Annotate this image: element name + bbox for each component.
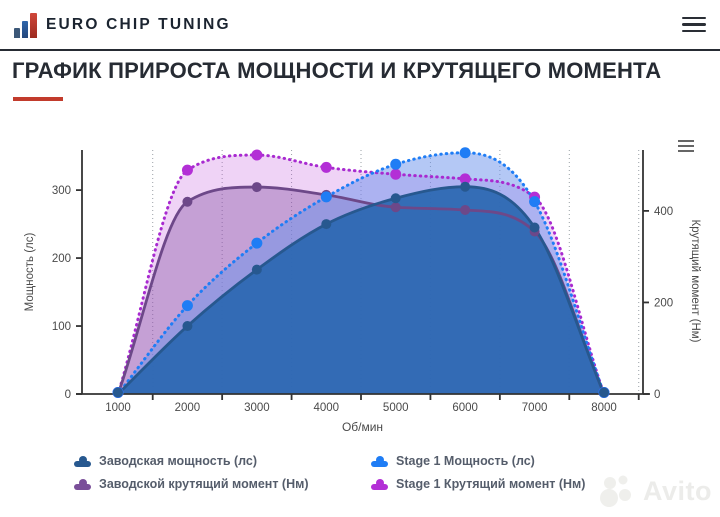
- stock-power-data-point[interactable]: [390, 193, 401, 204]
- stock-power-data-point[interactable]: [251, 264, 262, 275]
- chart-menu-icon[interactable]: [678, 140, 694, 152]
- legend-label: Заводская мощность (лс): [99, 454, 258, 468]
- stage1-power-data-point[interactable]: [251, 237, 263, 249]
- stock-torque-legend-marker-icon: [74, 478, 91, 490]
- stage1-torque-data-point[interactable]: [181, 164, 193, 176]
- right-axis-title: Крутящий момент (Нм): [689, 219, 701, 342]
- stage1-power-data-point[interactable]: [181, 300, 193, 312]
- x-axis-tick-label: 6000: [452, 402, 478, 414]
- hamburger-menu-icon[interactable]: [682, 16, 706, 33]
- stage1-power-legend-marker-icon: [371, 455, 388, 467]
- stock-torque-data-point[interactable]: [460, 204, 471, 215]
- stock-power-area: [118, 186, 605, 394]
- legend-label: Заводской крутящий момент (Нм): [99, 477, 309, 491]
- right-axis-tick-label: 200: [654, 297, 673, 309]
- stock-power-data-point[interactable]: [182, 321, 193, 332]
- stage1-power-data-point[interactable]: [529, 196, 541, 208]
- stage1-power-data-point[interactable]: [320, 191, 332, 203]
- stage1-torque-data-point[interactable]: [390, 168, 402, 180]
- right-axis-tick-label: 400: [654, 206, 673, 218]
- left-axis-tick-label: 300: [52, 185, 71, 197]
- x-axis-tick-label: 5000: [383, 402, 409, 414]
- stock-power-legend-marker-icon: [74, 455, 91, 467]
- watermark: Avito: [599, 473, 712, 509]
- x-axis-tick-label: 7000: [522, 402, 548, 414]
- x-axis-tick-label: 1000: [105, 402, 131, 414]
- left-axis-tick-label: 0: [65, 389, 71, 401]
- stage1-power-line: [116, 151, 606, 396]
- stage1-torque-line: [116, 153, 606, 396]
- stock-torque-data-point[interactable]: [390, 202, 401, 213]
- chart-legend: Заводская мощность (лс) Stage 1 Мощность…: [74, 454, 585, 491]
- watermark-text: Avito: [643, 475, 712, 506]
- x-axis-tick-label: 8000: [591, 402, 617, 414]
- stage1-power-data-point[interactable]: [390, 158, 402, 170]
- stock-power-data-point[interactable]: [599, 387, 610, 398]
- right-axis-tick-label: 0: [654, 389, 660, 401]
- legend-item-stage1-torque[interactable]: Stage 1 Крутящий момент (Нм): [371, 477, 585, 491]
- stage1-torque-data-point[interactable]: [251, 149, 263, 161]
- legend-label: Stage 1 Мощность (лс): [396, 454, 535, 468]
- legend-item-stage1-power[interactable]: Stage 1 Мощность (лс): [371, 454, 585, 468]
- left-axis-tick-label: 100: [52, 321, 71, 333]
- x-axis-tick-label: 3000: [244, 402, 270, 414]
- stage1-torque-data-point[interactable]: [320, 161, 332, 173]
- stock-torque-data-point[interactable]: [182, 196, 193, 207]
- bar-chart-logo-icon: [14, 12, 37, 38]
- page-title: ГРАФИК ПРИРОСТА МОЩНОСТИ И КРУТЯЩЕГО МОМ…: [12, 58, 662, 83]
- header: EURO CHIP TUNING: [0, 0, 720, 51]
- stage1-torque-legend-marker-icon: [371, 478, 388, 490]
- title-underline: [13, 97, 63, 101]
- x-axis-tick-label: 2000: [175, 402, 201, 414]
- stock-power-data-point[interactable]: [113, 387, 123, 398]
- legend-label: Stage 1 Крутящий момент (Нм): [396, 477, 586, 491]
- left-axis-tick-label: 200: [52, 253, 71, 265]
- x-axis-tick-label: 4000: [313, 402, 339, 414]
- stock-power-data-point[interactable]: [321, 219, 332, 230]
- stock-power-markers: [113, 181, 610, 398]
- stock-power-data-point[interactable]: [460, 181, 471, 192]
- brand-name: EURO CHIP TUNING: [46, 15, 231, 33]
- legend-item-stock-power[interactable]: Заводская мощность (лс): [74, 454, 371, 468]
- left-axis-title: Мощность (лс): [24, 233, 36, 312]
- stage1-torque-data-point[interactable]: [459, 173, 471, 185]
- axes: [76, 150, 650, 400]
- stock-power-data-point[interactable]: [529, 222, 540, 233]
- avito-circles-icon: [600, 475, 631, 507]
- stage1-power-data-point[interactable]: [459, 147, 471, 159]
- stock-torque-data-point[interactable]: [251, 182, 262, 193]
- legend-item-stock-torque[interactable]: Заводской крутящий момент (Нм): [74, 477, 371, 491]
- x-axis-title: Об/мин: [342, 420, 383, 434]
